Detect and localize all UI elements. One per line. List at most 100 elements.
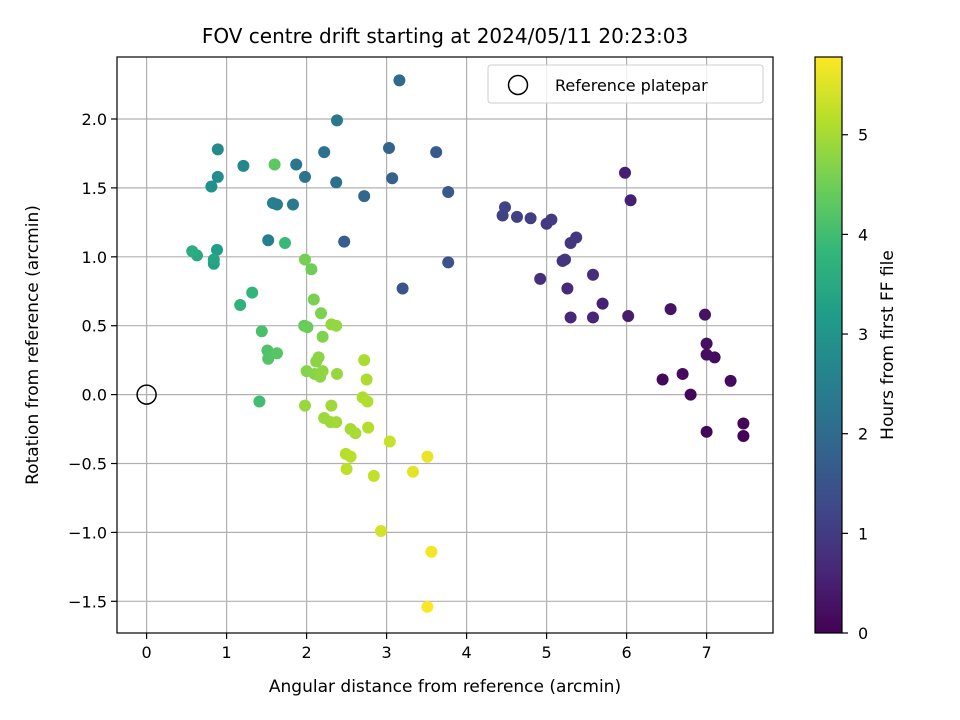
data-point bbox=[676, 367, 689, 380]
data-point bbox=[587, 268, 599, 281]
y-tick-label: −0.5 bbox=[68, 455, 107, 474]
data-point bbox=[186, 245, 199, 258]
data-point bbox=[700, 348, 713, 361]
x-axis-label: Angular distance from reference (arcmin) bbox=[269, 677, 621, 697]
data-point bbox=[656, 373, 669, 386]
y-axis-label: Rotation from reference (arcmin) bbox=[23, 205, 43, 485]
data-point bbox=[316, 330, 329, 343]
data-point bbox=[305, 263, 318, 276]
legend-label: Reference platepar bbox=[555, 76, 708, 95]
data-point bbox=[279, 237, 291, 250]
data-point bbox=[246, 286, 259, 299]
data-point bbox=[237, 159, 250, 172]
data-points bbox=[186, 74, 750, 613]
colorbar-tick-label: 5 bbox=[858, 126, 868, 145]
data-point bbox=[442, 256, 455, 269]
x-tick-label: 4 bbox=[462, 643, 472, 662]
data-point bbox=[383, 435, 396, 448]
data-point bbox=[619, 166, 631, 179]
data-point bbox=[299, 399, 311, 412]
x-tick-label: 2 bbox=[302, 643, 312, 662]
data-point bbox=[737, 429, 750, 442]
data-point bbox=[268, 158, 281, 171]
data-point bbox=[700, 425, 713, 438]
grid-lines bbox=[117, 57, 773, 633]
plot-frame bbox=[116, 56, 774, 634]
data-point bbox=[312, 351, 325, 364]
data-point bbox=[524, 212, 537, 225]
data-point bbox=[331, 367, 343, 380]
y-tick-label: 1.5 bbox=[82, 179, 107, 198]
x-tick-label: 3 bbox=[382, 643, 392, 662]
data-point bbox=[211, 243, 223, 256]
data-point bbox=[421, 450, 434, 463]
data-point bbox=[330, 176, 343, 189]
data-point bbox=[737, 417, 750, 430]
y-tick-label: 2.0 bbox=[82, 110, 107, 129]
x-tick-label: 7 bbox=[702, 643, 712, 662]
data-point bbox=[699, 308, 711, 321]
data-point bbox=[211, 143, 224, 156]
y-tick-label: 1.0 bbox=[82, 248, 107, 267]
data-point bbox=[262, 352, 275, 365]
x-tick-label: 5 bbox=[542, 643, 552, 662]
data-point bbox=[442, 186, 455, 199]
data-point bbox=[393, 74, 406, 87]
data-point bbox=[361, 395, 374, 408]
data-point bbox=[534, 272, 547, 285]
data-point bbox=[358, 190, 371, 203]
data-point bbox=[383, 141, 395, 154]
data-point bbox=[360, 373, 373, 386]
data-point bbox=[271, 347, 283, 360]
data-point bbox=[287, 198, 299, 211]
data-point bbox=[299, 170, 311, 183]
data-point bbox=[421, 600, 434, 613]
data-point bbox=[367, 469, 380, 482]
data-point bbox=[545, 213, 558, 226]
data-point bbox=[315, 307, 327, 320]
data-point bbox=[330, 319, 343, 332]
data-point bbox=[211, 170, 224, 183]
data-point bbox=[253, 395, 266, 408]
colorbar-ticks: 0 1 2 3 4 5 bbox=[842, 126, 868, 643]
colorbar-tick-label: 2 bbox=[858, 425, 868, 444]
data-point bbox=[724, 374, 737, 387]
colorbar bbox=[814, 56, 843, 634]
data-point bbox=[316, 365, 329, 378]
data-point bbox=[301, 321, 314, 334]
data-point bbox=[664, 303, 677, 316]
data-point bbox=[307, 293, 320, 306]
colorbar-tick-label: 4 bbox=[858, 225, 868, 244]
data-point bbox=[299, 253, 311, 266]
reference-point-marker bbox=[136, 384, 157, 405]
data-point bbox=[596, 297, 609, 310]
data-point bbox=[425, 545, 438, 558]
data-point bbox=[331, 114, 343, 127]
data-point bbox=[290, 158, 303, 171]
colorbar-tick-label: 1 bbox=[858, 524, 868, 543]
legend: Reference platepar bbox=[487, 64, 764, 104]
data-point bbox=[396, 282, 409, 295]
data-point bbox=[330, 416, 343, 429]
data-point bbox=[561, 282, 574, 295]
data-point bbox=[267, 197, 279, 210]
y-tick-label: −1.0 bbox=[68, 523, 107, 542]
data-point bbox=[570, 231, 583, 244]
data-point bbox=[564, 311, 577, 324]
data-point bbox=[262, 234, 275, 247]
data-point bbox=[325, 399, 338, 412]
legend-box bbox=[487, 64, 764, 104]
x-tick-label: 1 bbox=[222, 643, 232, 662]
colorbar-tick-label: 0 bbox=[858, 624, 868, 643]
data-point bbox=[386, 172, 399, 185]
data-point bbox=[587, 311, 599, 324]
data-point bbox=[340, 463, 353, 476]
legend-marker bbox=[507, 74, 529, 96]
colorbar-tick-label: 3 bbox=[858, 325, 868, 344]
data-point bbox=[430, 146, 443, 159]
data-point bbox=[205, 180, 218, 193]
y-tick-label: 0.5 bbox=[82, 317, 107, 336]
data-point bbox=[255, 325, 268, 338]
data-point bbox=[362, 421, 375, 434]
y-axis-ticks: −1.5 −1.0 −0.5 0.0 0.5 1.0 1.5 2.0 bbox=[68, 110, 117, 611]
